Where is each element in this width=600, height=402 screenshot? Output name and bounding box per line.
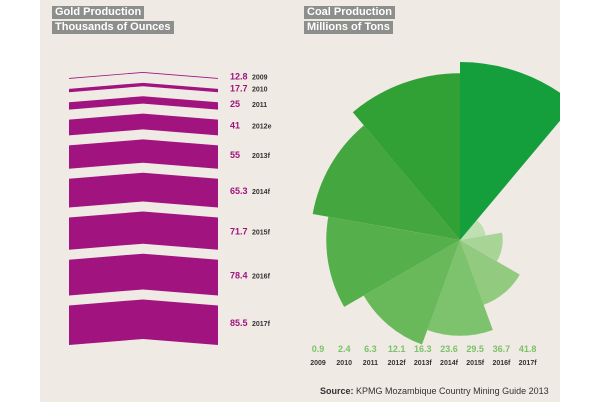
gold-value-label-2017f: 85.5 <box>230 318 248 328</box>
gold-year-label-2016f: 2016f <box>252 274 271 281</box>
coal-value-label-2015f: 29.5 <box>466 344 484 354</box>
gold-year-label-2009: 2009 <box>252 74 268 81</box>
coal-value-label-2013f: 16.3 <box>414 344 432 354</box>
source-text: KPMG Mozambique Country Mining Guide 201… <box>356 386 549 396</box>
gold-bar-2016f <box>69 253 218 296</box>
coal-value-label-2014f: 23.6 <box>440 344 458 354</box>
coal-chart-title: Coal Production <box>304 6 395 19</box>
coal-sector-2009 <box>460 220 486 240</box>
gold-value-label-2010: 17.7 <box>230 84 248 94</box>
gold-chart-title: Gold Production <box>52 6 145 19</box>
coal-chart-header: Coal Production Millions of Tons <box>304 6 395 36</box>
coal-sector-2017f <box>460 62 560 240</box>
coal-year-label-2013f: 2013f <box>414 360 433 367</box>
gold-bar-2015f <box>69 211 218 250</box>
gold-chart-subtitle: Thousands of Ounces <box>52 21 174 34</box>
infographic-page: Gold Production Thousands of Ounces Coal… <box>40 0 560 402</box>
coal-value-label-2017f: 41.8 <box>519 344 537 354</box>
gold-bar-2017f <box>69 299 218 345</box>
gold-value-label-2013f: 55 <box>230 150 240 160</box>
coal-sector-2015f <box>312 125 460 240</box>
gold-bar-2009 <box>69 72 218 79</box>
gold-value-label-2014f: 65.3 <box>230 186 248 196</box>
gold-year-label-2011: 2011 <box>252 102 267 109</box>
gold-bar-2011 <box>69 96 218 110</box>
coal-year-label-2012f: 2012f <box>388 360 407 367</box>
gold-year-label-2013f: 2013f <box>252 153 271 160</box>
gold-value-label-2016f: 78.4 <box>230 271 248 281</box>
coal-sector-2014f <box>326 216 460 307</box>
source-note: Source: KPMG Mozambique Country Mining G… <box>320 386 549 396</box>
charts-canvas: 12.8 2009 17.7 2010 25 2011 41 2012e 55 2013f 65.3… <box>69 62 560 367</box>
coal-sector-2012f <box>427 240 493 336</box>
gold-value-label-2012e: 41 <box>230 120 240 130</box>
coal-year-label-2011: 2011 <box>363 360 378 367</box>
coal-value-label-2012f: 12.1 <box>388 344 406 354</box>
coal-year-label-2017f: 2017f <box>519 360 538 367</box>
gold-bar-2013f <box>69 139 218 169</box>
coal-sector-2011 <box>460 240 520 305</box>
coal-value-label-2009: 0.9 <box>312 344 325 354</box>
coal-year-label-2009: 2009 <box>310 360 326 367</box>
source-prefix: Source: <box>320 386 354 396</box>
coal-chart-subtitle: Millions of Tons <box>304 21 393 34</box>
gold-value-label-2009: 12.8 <box>230 71 248 81</box>
coal-year-label-2010: 2010 <box>336 360 352 367</box>
gold-chart-header: Gold Production Thousands of Ounces <box>52 6 174 36</box>
coal-sector-2010 <box>460 232 503 262</box>
gold-bar-2012e <box>69 113 218 136</box>
gold-bar-2014f <box>69 172 218 208</box>
coal-year-label-2014f: 2014f <box>440 360 459 367</box>
coal-value-label-2016f: 36.7 <box>493 344 511 354</box>
coal-year-label-2016f: 2016f <box>492 360 511 367</box>
coal-sector-2016f <box>352 73 460 240</box>
gold-year-label-2014f: 2014f <box>252 189 271 196</box>
gold-year-label-2017f: 2017f <box>252 321 271 328</box>
gold-value-label-2011: 25 <box>230 99 240 109</box>
gold-value-label-2015f: 71.7 <box>230 227 248 237</box>
gold-year-label-2010: 2010 <box>252 87 268 94</box>
coal-sector-2013f <box>363 240 460 345</box>
coal-value-label-2011: 6.3 <box>364 344 377 354</box>
gold-bar-2010 <box>69 82 218 93</box>
gold-year-label-2012e: 2012e <box>252 123 272 130</box>
coal-value-label-2010: 2.4 <box>338 344 351 354</box>
gold-year-label-2015f: 2015f <box>252 230 271 237</box>
coal-year-label-2015f: 2015f <box>466 360 485 367</box>
